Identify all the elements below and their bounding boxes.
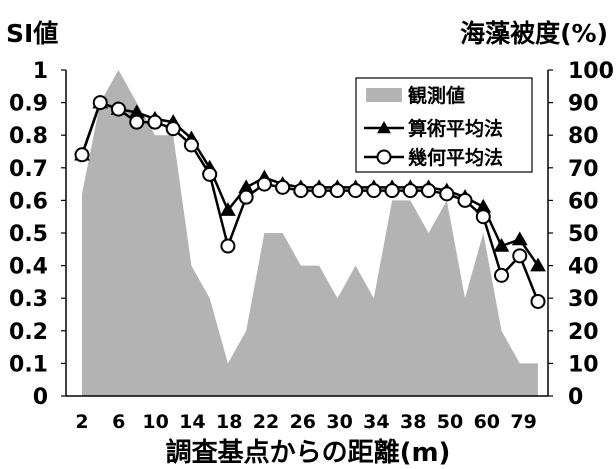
left-tick-label: 0.2 bbox=[9, 320, 48, 345]
circle-marker bbox=[329, 183, 345, 199]
circle-marker bbox=[202, 166, 218, 182]
circle-marker bbox=[110, 101, 126, 117]
right-axis-title: 海藻被度(%) bbox=[460, 19, 608, 48]
triangle-marker bbox=[530, 257, 546, 272]
circle-marker bbox=[421, 183, 437, 199]
triangle-marker bbox=[493, 238, 510, 252]
left-tick-label: 0.6 bbox=[9, 189, 48, 214]
x-tick-label: 18 bbox=[216, 411, 242, 433]
circle-marker bbox=[402, 183, 418, 199]
legend-label-arithmetic: 算術平均法 bbox=[408, 117, 503, 140]
circle-marker bbox=[129, 114, 145, 130]
circle-marker bbox=[494, 267, 510, 283]
x-tick-label: 14 bbox=[179, 411, 205, 433]
x-tick-label: 22 bbox=[253, 411, 279, 433]
right-tick-label: 90 bbox=[568, 92, 599, 117]
circle-marker bbox=[311, 183, 327, 199]
circle-marker bbox=[366, 183, 382, 199]
right-tick-label: 70 bbox=[568, 157, 599, 182]
legend-label-geometric: 幾何平均法 bbox=[408, 146, 503, 169]
circle-marker bbox=[275, 179, 291, 195]
x-tick-label: 2 bbox=[75, 411, 88, 433]
right-tick-label: 100 bbox=[568, 59, 614, 84]
left-tick-label: 0.9 bbox=[9, 92, 48, 117]
circle-marker bbox=[348, 183, 364, 199]
area-series-observed bbox=[82, 70, 538, 396]
x-tick-label: 38 bbox=[400, 411, 426, 433]
right-tick-label: 60 bbox=[568, 189, 599, 214]
right-tick-label: 80 bbox=[568, 124, 599, 149]
right-tick-label: 50 bbox=[568, 222, 599, 247]
legend-label-observed: 観測値 bbox=[408, 84, 465, 107]
left-tick-label: 0.8 bbox=[9, 124, 48, 149]
x-axis-title: 調査基点からの距離(m) bbox=[165, 438, 451, 468]
left-tick-label: 0.1 bbox=[9, 352, 48, 377]
circle-marker bbox=[147, 114, 163, 130]
left-tick-label: 0.7 bbox=[9, 157, 48, 182]
circle-marker bbox=[165, 121, 181, 137]
x-tick-label: 34 bbox=[363, 411, 389, 433]
right-tick-label: 10 bbox=[568, 352, 599, 377]
circle-marker bbox=[439, 186, 455, 202]
triangle-marker bbox=[220, 202, 236, 216]
x-tick-label: 30 bbox=[326, 411, 352, 433]
circle-marker bbox=[220, 238, 236, 254]
left-tick-label: 0 bbox=[33, 385, 48, 410]
circle-marker bbox=[293, 183, 309, 199]
x-tick-label: 60 bbox=[474, 411, 500, 433]
circle-marker bbox=[238, 189, 254, 205]
circle-marker bbox=[530, 293, 546, 309]
legend-marker-arithmetic bbox=[377, 121, 391, 134]
circle-marker bbox=[384, 183, 400, 199]
left-tick-label: 0.3 bbox=[9, 287, 48, 312]
right-tick-label: 0 bbox=[568, 385, 583, 410]
circle-marker bbox=[92, 95, 108, 111]
triangle-marker bbox=[511, 231, 528, 246]
right-tick-label: 20 bbox=[568, 320, 599, 345]
circle-marker bbox=[512, 248, 528, 264]
circle-marker bbox=[183, 137, 199, 153]
legend-marker-geometric bbox=[376, 149, 392, 165]
right-tick-label: 40 bbox=[568, 255, 599, 280]
left-tick-label: 0.4 bbox=[9, 255, 48, 280]
circle-marker bbox=[256, 176, 272, 192]
circle-marker bbox=[457, 192, 473, 208]
circle-marker bbox=[475, 209, 491, 225]
legend-swatch-observed bbox=[366, 88, 402, 102]
x-tick-label: 10 bbox=[142, 411, 168, 433]
x-tick-label: 6 bbox=[112, 411, 125, 433]
left-axis-title: SI値 bbox=[6, 19, 59, 48]
circle-marker bbox=[74, 147, 90, 163]
x-tick-label: 50 bbox=[437, 411, 463, 433]
x-tick-label: 26 bbox=[290, 411, 316, 433]
right-tick-label: 30 bbox=[568, 287, 599, 312]
left-tick-label: 1 bbox=[33, 59, 48, 84]
left-tick-label: 0.5 bbox=[9, 222, 48, 247]
x-tick-label: 79 bbox=[510, 411, 536, 433]
